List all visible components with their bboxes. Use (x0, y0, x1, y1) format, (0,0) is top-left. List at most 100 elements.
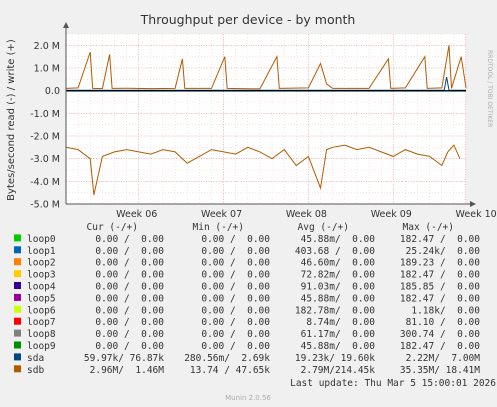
legend-header: Cur (-/+) (87, 222, 138, 233)
legend-swatch-loop3 (14, 270, 21, 278)
legend-value: 0.00 / 0.00 (201, 317, 270, 328)
legend-value: 0.00 / 0.00 (95, 246, 164, 257)
legend-value: 182.47 / 0.00 (400, 234, 480, 245)
legend-value: 0.00 / 0.00 (201, 270, 270, 281)
legend-label-loop6: loop6 (27, 305, 56, 316)
legend-value: 0.00 / 0.00 (95, 317, 164, 328)
legend-label-sdb: sdb (27, 365, 44, 376)
legend-value: 0.00 / 0.00 (201, 282, 270, 293)
legend-swatch-loop6 (14, 305, 21, 313)
legend-header: Avg (-/+) (298, 222, 349, 233)
legend-swatch-loop4 (14, 282, 21, 289)
legend-swatch-loop0 (14, 234, 21, 242)
legend-value: 0.00 / 0.00 (95, 258, 164, 269)
legend-swatch-loop2 (14, 258, 21, 266)
legend-value: 25.24k/ 0.00 (406, 246, 481, 257)
legend-value: 59.97k/ 76.87k (84, 353, 164, 364)
y-axis-label: Bytes/second read (-) / write (+) (6, 39, 17, 201)
y-tick-label: 2.0 M (34, 41, 60, 52)
legend-value: 0.00 / 0.00 (201, 329, 270, 340)
legend-value: 182.47 / 0.00 (400, 270, 480, 281)
legend-value: 45.88m/ 0.00 (301, 341, 376, 352)
legend-value: 91.03m/ 0.00 (301, 282, 376, 293)
legend-value: 182.78m/ 0.00 (295, 305, 375, 316)
legend-label-loop3: loop3 (27, 270, 56, 281)
legend-value: 2.79M/214.45k (301, 365, 376, 376)
legend-label-loop9: loop9 (27, 341, 56, 352)
legend-value: 182.47 / 0.00 (400, 341, 480, 352)
y-tick-label: -3.0 M (30, 154, 60, 165)
legend-value: 19.23k/ 19.60k (295, 353, 375, 364)
y-tick-label: -1.0 M (30, 109, 60, 120)
legend-value: 0.00 / 0.00 (201, 258, 270, 269)
axes: 2.0 M 1.0 M 0.0 -1.0 M -2.0 M -3.0 M -4.0 M -5.… (30, 22, 497, 220)
legend-value: 72.82m/ 0.00 (301, 270, 376, 281)
plot-area (66, 34, 466, 204)
x-tick-label: Week 10 (456, 209, 497, 220)
legend-value: 182.47 / 0.00 (400, 293, 480, 304)
legend-value: 45.88m/ 0.00 (301, 234, 376, 245)
legend-value: 0.00 / 0.00 (201, 341, 270, 352)
legend-value: 0.00 / 0.00 (201, 234, 270, 245)
legend-value: 0.00 / 0.00 (95, 341, 164, 352)
legend-label-loop7: loop7 (27, 317, 56, 328)
legend-table: Cur (-/+) Min (-/+) Avg (-/+) Max (-/+) loop… (14, 222, 480, 376)
legend-value: 8.74m/ 0.00 (306, 317, 375, 328)
legend-swatch-loop9 (14, 341, 21, 349)
legend-value: 81.10 / 0.00 (406, 317, 481, 328)
rrdtool-watermark: RRDTOOL / TOBI OETIKER (486, 50, 493, 127)
x-tick-label: Week 08 (286, 209, 327, 220)
y-tick-label: -4.0 M (30, 177, 60, 188)
legend-label-loop5: loop5 (27, 293, 56, 304)
legend-swatch-loop5 (14, 293, 21, 301)
legend-value: 0.00 / 0.00 (95, 270, 164, 281)
chart-title: Throughput per device - by month (140, 12, 356, 27)
legend-value: 2.96M/ 1.46M (90, 365, 165, 376)
y-tick-label: -5.0 M (30, 200, 60, 211)
legend-label-loop1: loop1 (27, 246, 56, 257)
legend-value: 0.00 / 0.00 (95, 234, 164, 245)
legend-value: 300.74 / 0.00 (400, 329, 480, 340)
series-sdb-read (65, 144, 461, 196)
x-tick-label: Week 09 (371, 209, 412, 220)
legend-value: 0.00 / 0.00 (95, 329, 164, 340)
legend-label-loop4: loop4 (27, 282, 56, 293)
x-axis-arrow-icon (470, 201, 476, 207)
legend-value: 35.35M/ 18.41M (400, 365, 480, 376)
legend-swatch-loop1 (14, 246, 21, 254)
legend-value: 189.23 / 0.00 (400, 258, 480, 269)
y-axis-arrow-icon (63, 22, 69, 28)
legend-swatch-sda (14, 353, 21, 361)
legend-value: 0.00 / 0.00 (201, 293, 270, 304)
legend-value: 2.22M/ 7.00M (406, 353, 481, 364)
series-sdb-write (65, 45, 467, 90)
last-update: Last update: Thu Mar 5 15:00:01 2026 (290, 378, 496, 389)
legend-value: 45.88m/ 0.00 (301, 293, 376, 304)
y-tick-label: -2.0 M (30, 132, 60, 143)
legend-value: 0.00 / 0.00 (95, 282, 164, 293)
y-tick-label: 1.0 M (34, 64, 60, 75)
legend-value: 280.56m/ 2.69k (184, 353, 270, 364)
legend-value: 0.00 / 0.00 (95, 305, 164, 316)
legend-label-loop8: loop8 (27, 329, 56, 340)
legend-swatch-loop7 (14, 317, 21, 325)
munin-version: Munin 2.0.56 (225, 394, 271, 402)
x-tick-label: Week 06 (116, 209, 157, 220)
legend-value: 403.68 / 0.00 (295, 246, 375, 257)
legend-value: 13.74 / 47.65k (190, 365, 270, 376)
legend-value: 0.00 / 0.00 (95, 293, 164, 304)
legend-label-loop0: loop0 (27, 234, 56, 245)
y-tick-label: 0.0 (45, 86, 60, 97)
legend-value: 61.17m/ 0.00 (301, 329, 376, 340)
legend-label-sda: sda (27, 353, 44, 364)
legend-swatch-sdb (14, 365, 21, 373)
legend-header: Min (-/+) (193, 222, 244, 233)
legend-value: 185.85 / 0.00 (400, 282, 480, 293)
x-tick-label: Week 07 (201, 209, 242, 220)
legend-swatch-loop8 (14, 329, 21, 337)
legend-value: 0.00 / 0.00 (201, 305, 270, 316)
legend-value: 46.60m/ 0.00 (301, 258, 376, 269)
legend-value: 1.18k/ 0.00 (411, 305, 480, 316)
legend-header: Max (-/+) (403, 222, 454, 233)
